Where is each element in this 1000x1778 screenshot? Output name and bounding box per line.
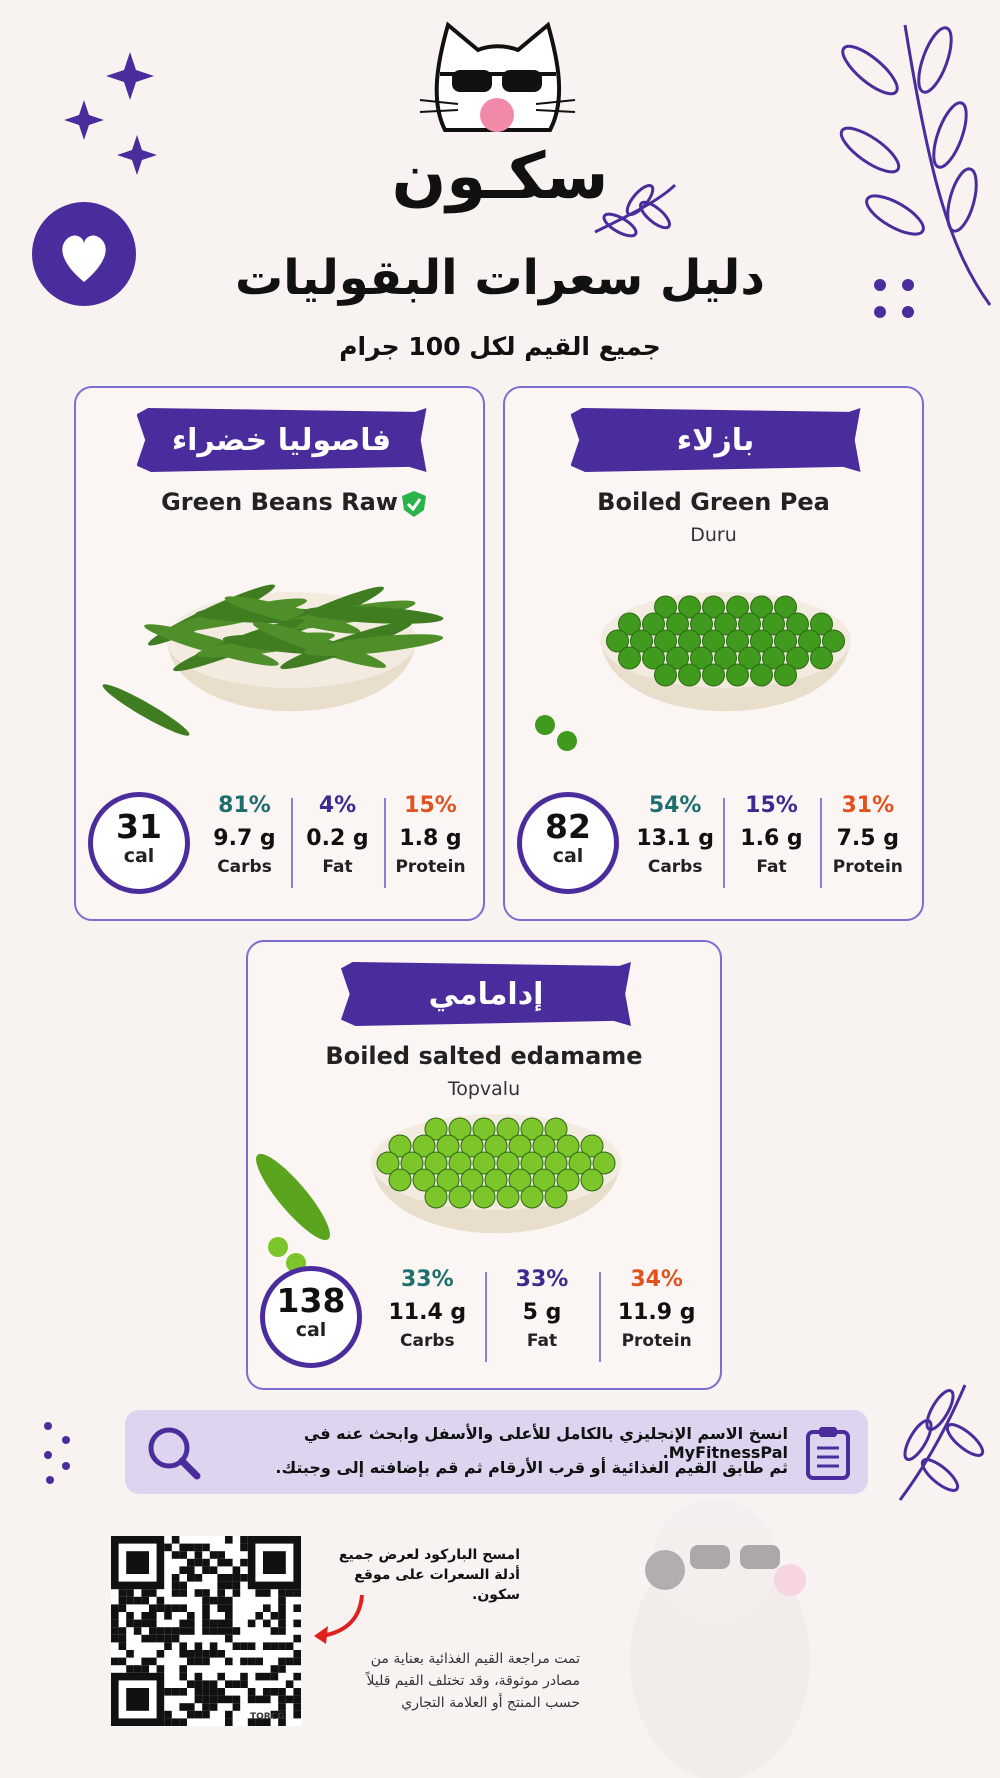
review-note: تمت مراجعة القيم الغذائية بعناية من مصاد… [366,1651,581,1711]
macro-grams: 9.7 g [213,826,276,851]
macro-label: Protein [621,1331,692,1351]
macro-percent: 54% [648,793,702,818]
macro: 15% 1.8 g Protein [387,793,475,877]
calorie-circle: 82 cal [517,792,619,894]
food-image [256,1114,621,1273]
divider [819,798,822,888]
food-image [102,584,444,736]
macro-percent: 31% [841,793,895,818]
macro-grams: 11.4 g [388,1300,467,1325]
divider [484,1272,487,1362]
instructions-box: انسخ الاسم الإنجليزي بالكامل للأعلى والأ… [125,1410,868,1494]
macro-grams: 5 g [522,1300,562,1325]
macro-percent: 15% [745,793,798,818]
arrow [314,1594,364,1644]
macro-label: Fat [526,1331,558,1351]
macro: 15% 1.6 g Fat [728,793,816,877]
food-brand: Duru [690,524,737,546]
food-card: بازلاء Boiled Green Pea Duru 82 cal 54% 13.1 g… [503,386,924,921]
food-brand: Topvalu [447,1078,521,1100]
macro-label: Fat [756,857,787,877]
macro: 33% 5 g Fat [498,1267,586,1351]
instructions-line: ثم طابق القيم الغذائية أو قرب الأرقام ثم… [275,1458,788,1477]
search-icon [148,1427,201,1480]
card-label: إدامامي [341,962,631,1026]
calories: 31 [116,807,162,846]
macro-percent: 4% [318,793,357,818]
macro-percent: 81% [218,793,271,818]
verified-icon [402,491,426,517]
macro: 31% 7.5 g Protein [824,793,912,877]
food-image [535,592,851,751]
macro-label: Protein [832,857,903,877]
qr-code [111,1536,301,1726]
calorie-circle: 31 cal [88,792,190,894]
leaves [594,24,992,1501]
macro-label: Fat [322,857,353,877]
macro-percent: 34% [630,1267,683,1292]
macro-grams: 7.5 g [836,826,900,851]
qr-tag: TQRCG [250,1712,285,1722]
food-name: Green Beans Raw [161,488,398,516]
card-label: فاصوليا خضراء [136,408,427,472]
macro-grams: 1.6 g [740,826,803,851]
macro: 4% 0.2 g Fat [294,793,382,877]
macro-label: Protein [395,857,466,877]
stars [64,52,157,175]
macro: 33% 11.4 g Carbs [383,1267,471,1351]
macro-grams: 1.8 g [399,826,462,851]
brand-name: سكـون [391,140,609,214]
calorie-unit: cal [552,845,584,867]
macro: 54% 13.1 g Carbs [631,793,719,877]
macro-label: Carbs [400,1331,455,1351]
calorie-circle: 138 cal [260,1266,362,1368]
divider [384,798,386,888]
calories: 138 [276,1281,346,1320]
macro-percent: 33% [515,1267,569,1292]
calorie-unit: cal [123,845,155,867]
divider [723,798,726,888]
calories: 82 [545,807,591,846]
qr-caption: امسح الباركود لعرض جميع أدلة السعرات على… [338,1547,520,1603]
cat-photo [630,1498,810,1778]
title: دليل سعرات البقوليات [235,250,765,306]
food-card: فاصوليا خضراء Green Beans Raw 31 cal 81% 9.7 … [74,386,485,921]
subtitle: جميع القيم لكل 100 جرام [339,332,661,361]
food-card: إدامامي Boiled salted edamame Topvalu 138 ca… [246,940,722,1390]
calorie-unit: cal [295,1319,327,1341]
food-name: Boiled salted edamame [325,1042,643,1070]
macro-label: Carbs [647,857,703,877]
macro-percent: 15% [404,793,457,818]
divider [291,798,293,888]
macro: 34% 11.9 g Protein [613,1267,701,1351]
card-label: بازلاء [570,408,861,472]
divider [599,1272,602,1362]
clipboard-icon [806,1427,850,1480]
macro-grams: 13.1 g [636,826,714,851]
cat-logo [419,21,576,132]
instructions-line: انسخ الاسم الإنجليزي بالكامل للأعلى والأ… [303,1424,788,1462]
macro: 81% 9.7 g Carbs [201,793,289,877]
macro-grams: 0.2 g [306,826,369,851]
dots [44,279,914,1484]
macro-label: Carbs [217,857,272,877]
macro-percent: 33% [400,1267,454,1292]
food-name: Boiled Green Pea [597,488,830,516]
heart [62,235,106,282]
macro-grams: 11.9 g [617,1300,696,1325]
